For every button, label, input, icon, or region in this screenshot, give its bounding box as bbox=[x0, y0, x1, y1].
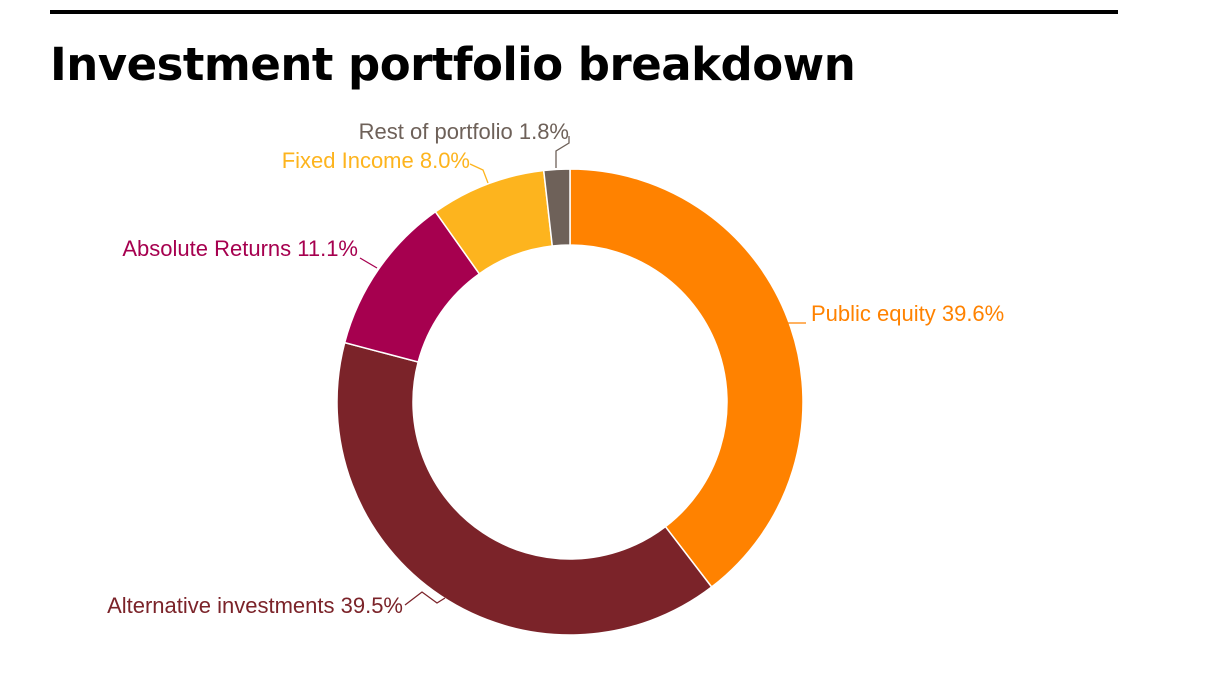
slice-alternative-investments bbox=[336, 341, 713, 636]
label-fixed-income: Fixed Income 8.0% bbox=[282, 148, 470, 173]
slice-public-equity bbox=[569, 168, 804, 589]
leader-line-fixed-income bbox=[469, 163, 489, 184]
label-rest-of-portfolio: Rest of portfolio 1.8% bbox=[359, 119, 569, 144]
leader-line-alternative-investments bbox=[404, 591, 446, 606]
label-alternative-investments: Alternative investments 39.5% bbox=[107, 593, 403, 618]
top-rule bbox=[50, 10, 1118, 14]
chart-title: Investment portfolio breakdown bbox=[50, 38, 856, 91]
leader-line-rest-of-portfolio bbox=[555, 136, 570, 168]
label-public-equity: Public equity 39.6% bbox=[811, 301, 1004, 326]
slice-rest-of-portfolio bbox=[542, 168, 571, 247]
label-absolute-returns: Absolute Returns 11.1% bbox=[122, 236, 358, 261]
leader-line-absolute-returns bbox=[359, 257, 378, 269]
